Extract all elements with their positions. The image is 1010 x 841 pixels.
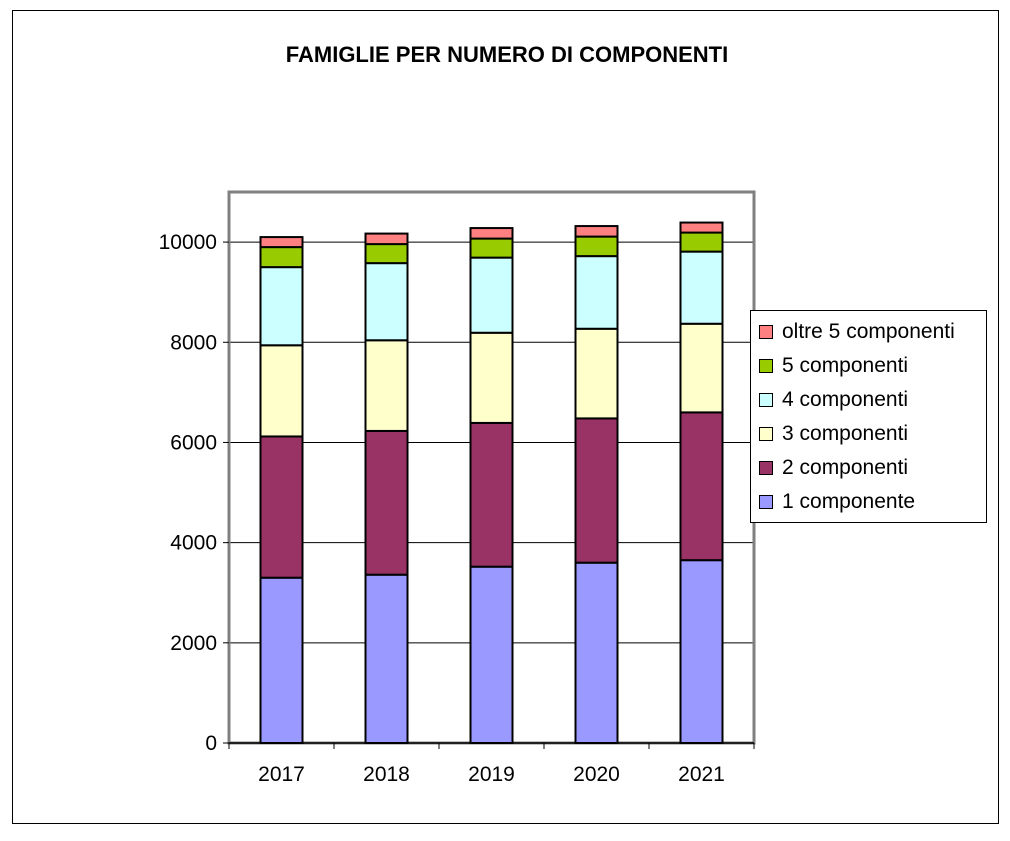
x-tick-label: 2018 <box>363 763 410 786</box>
y-tick-label: 4000 <box>170 532 217 555</box>
bar-segment <box>259 236 304 249</box>
bar-segment <box>259 246 304 269</box>
legend-swatch <box>759 495 773 509</box>
legend-label: 1 componente <box>782 490 916 513</box>
bar-segment <box>574 561 619 744</box>
bar-segment <box>259 576 304 745</box>
bar-segment <box>574 327 619 420</box>
x-tick-label: 2017 <box>258 763 305 786</box>
x-tick-label: 2021 <box>678 763 725 786</box>
bar-segment <box>364 243 409 265</box>
y-tick-label: 6000 <box>170 431 217 454</box>
bar-segment <box>364 429 409 576</box>
legend-item: 5 componenti <box>759 351 908 381</box>
y-tick-label: 8000 <box>170 331 217 354</box>
legend-item: oltre 5 componenti <box>759 317 955 347</box>
y-tick-label: 10000 <box>159 231 217 254</box>
bar-segment <box>469 237 514 259</box>
legend-swatch <box>759 325 773 339</box>
bar-segment <box>469 331 514 424</box>
bar-segment <box>364 262 409 342</box>
legend-swatch <box>759 393 773 407</box>
bar-segment <box>469 256 514 334</box>
bar-segment <box>364 573 409 744</box>
y-tick-label: 0 <box>205 732 217 755</box>
legend: oltre 5 componenti 5 componenti 4 componen… <box>750 310 987 523</box>
legend-item: 2 componenti <box>759 453 908 483</box>
bar-segment <box>679 231 724 253</box>
legend-item: 3 componenti <box>759 419 908 449</box>
bar-segment <box>574 255 619 330</box>
legend-swatch <box>759 427 773 441</box>
bar-segment <box>259 344 304 438</box>
legend-label: 5 componenti <box>782 354 909 377</box>
x-tick-label: 2020 <box>573 763 620 786</box>
bar-segment <box>679 221 724 234</box>
bar-segment <box>574 417 619 564</box>
bar-segment <box>469 421 514 568</box>
legend-item: 4 componenti <box>759 385 908 415</box>
bar-segment <box>679 250 724 325</box>
legend-item: 1 componente <box>759 487 915 517</box>
x-tick-label: 2019 <box>468 763 515 786</box>
legend-swatch <box>759 461 773 475</box>
bar-segment <box>679 322 724 414</box>
bar-segment <box>469 565 514 744</box>
legend-swatch <box>759 359 773 373</box>
bar-segment <box>574 225 619 238</box>
chart-title: FAMIGLIE PER NUMERO DI COMPONENTI <box>285 42 729 67</box>
bar-segment <box>679 411 724 562</box>
legend-label: 4 componenti <box>782 388 909 411</box>
legend-label: 2 componenti <box>782 456 909 479</box>
legend-label: oltre 5 componenti <box>782 320 955 343</box>
bar-segment <box>364 232 409 246</box>
bar-segment <box>469 227 514 240</box>
bar-segment <box>259 435 304 579</box>
bar-segment <box>364 339 409 432</box>
bar-segment <box>679 559 724 744</box>
y-tick-label: 2000 <box>170 632 217 655</box>
bar-segment <box>259 266 304 347</box>
bar-segment <box>574 235 619 258</box>
legend-label: 3 componenti <box>782 422 909 445</box>
